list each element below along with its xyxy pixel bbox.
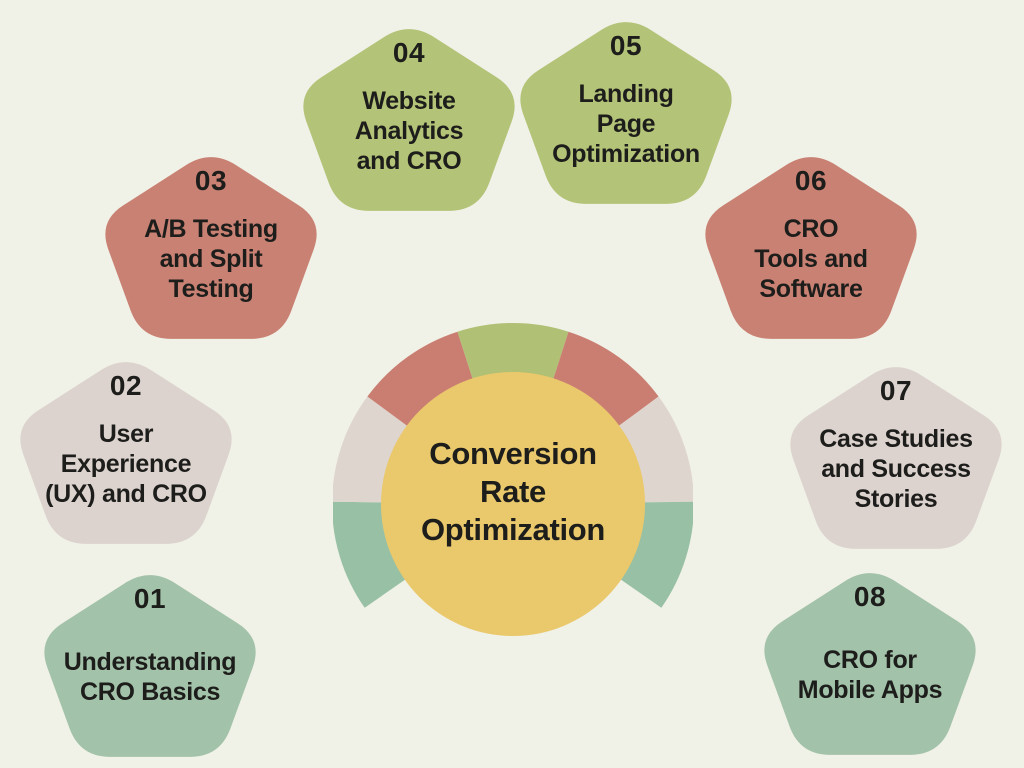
pentagon-card-04: 04 Website Analytics and CRO (291, 17, 527, 213)
card-number: 05 (609, 30, 643, 61)
ring-segment (333, 501, 407, 608)
card-number: 08 (853, 581, 887, 612)
pentagon-shape (790, 367, 1002, 549)
card-number: 02 (109, 370, 143, 401)
card-title: Website Analytics and CRO (354, 87, 464, 175)
pentagon-shape (105, 157, 317, 339)
pentagon-card-02: 02 User Experience (UX) and CRO (8, 350, 244, 546)
card-title: Case Studies and Success Stories (819, 425, 973, 513)
center-circle (381, 372, 645, 636)
center-ring-segments (333, 322, 693, 608)
ring-segment (619, 501, 693, 608)
card-title: Understanding CRO Basics (63, 648, 237, 706)
card-number: 04 (392, 37, 426, 68)
pentagon-card-01: 01 Understanding CRO Basics (32, 563, 268, 759)
ring-segment (552, 331, 659, 427)
card-title: Landing Page Optimization (552, 80, 700, 168)
card-number: 06 (794, 165, 828, 196)
pentagon-shape (520, 22, 732, 204)
pentagon-card-07: 07 Case Studies and Success Stories (778, 355, 1014, 551)
card-title: CRO Tools and Software (754, 215, 868, 303)
center-title: Conversion Rate Optimization (420, 436, 606, 547)
card-title: A/B Testing and Split Testing (144, 215, 278, 303)
pentagon-shape (44, 575, 256, 757)
pentagon-card-08: 08 CRO for Mobile Apps (752, 561, 988, 757)
card-title: CRO for Mobile Apps (797, 646, 943, 704)
ring-segment (457, 322, 569, 381)
ring-segment (333, 396, 409, 503)
pentagon-shape (705, 157, 917, 339)
center-ring (333, 322, 693, 636)
pentagon-shape (764, 573, 976, 755)
pentagon-card-05: 05 Landing Page Optimization (508, 10, 744, 206)
ring-segment (367, 331, 474, 427)
pentagon-card-03: 03 A/B Testing and Split Testing (93, 145, 329, 341)
ring-segment (617, 396, 693, 503)
pentagon-card-06: 06 CRO Tools and Software (693, 145, 929, 341)
card-number: 07 (879, 375, 913, 406)
card-number: 01 (133, 583, 167, 614)
card-number: 03 (194, 165, 228, 196)
card-title: User Experience (UX) and CRO (45, 420, 207, 508)
pentagon-shape (20, 362, 232, 544)
pentagon-shape (303, 29, 515, 211)
